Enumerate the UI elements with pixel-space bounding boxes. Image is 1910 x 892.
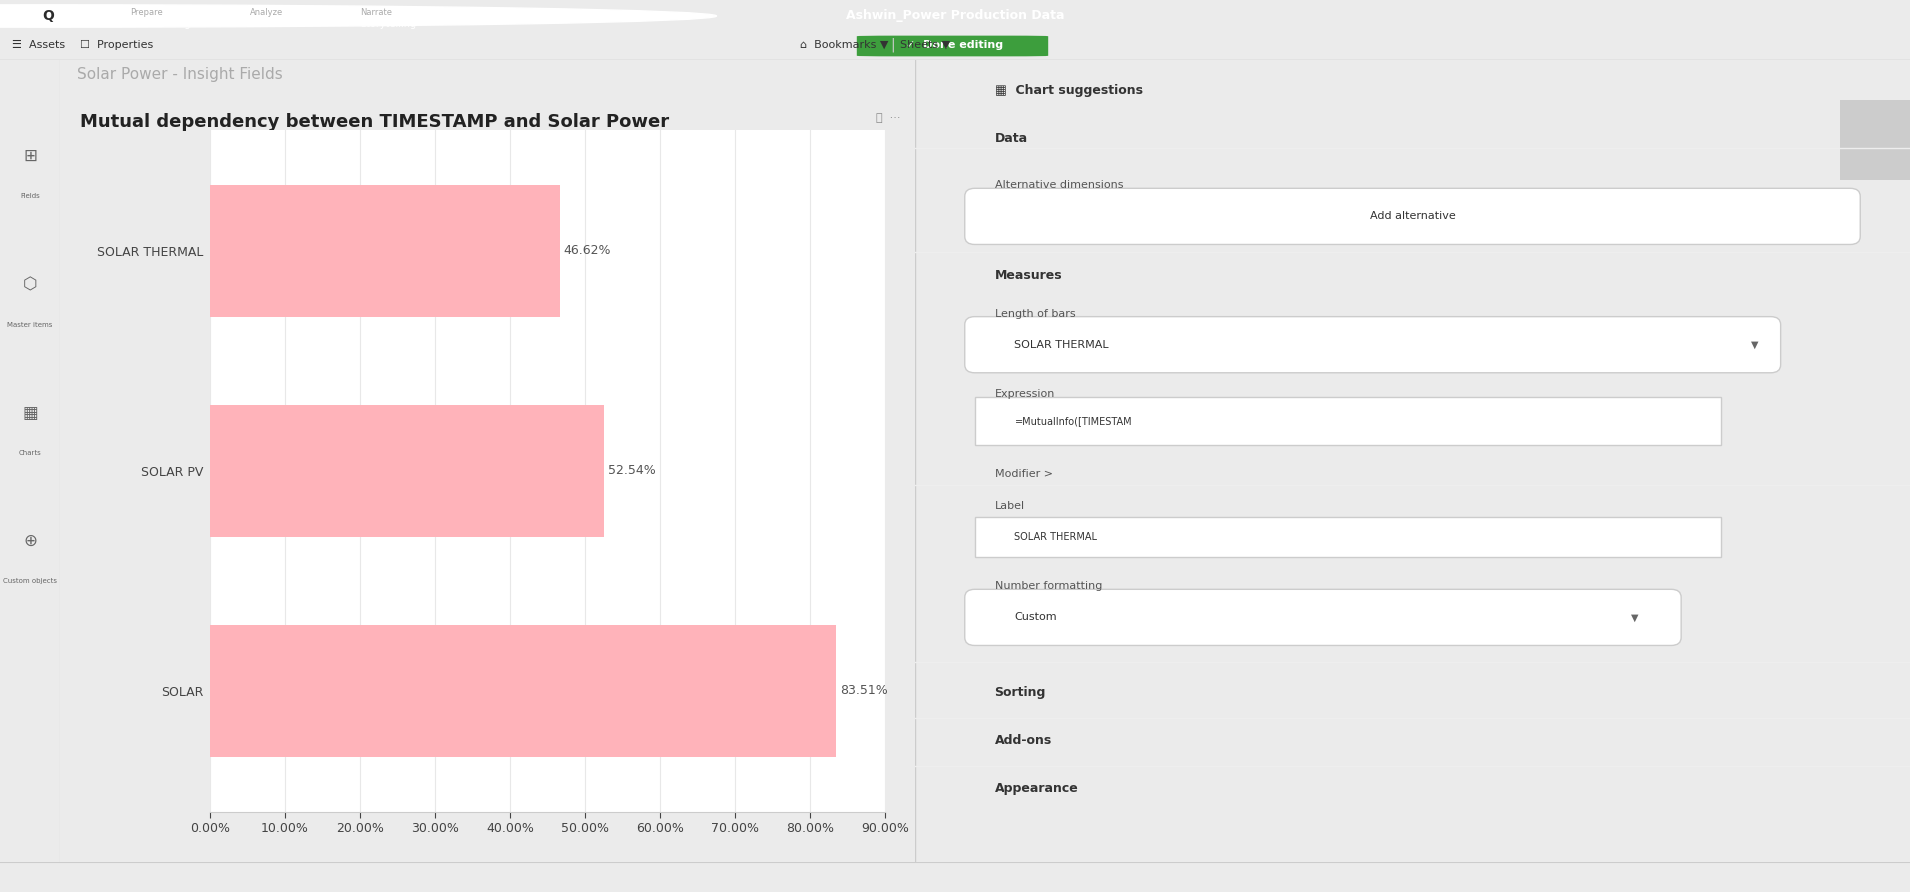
Text: ▼: ▼ (1631, 613, 1639, 623)
Text: 52.54%: 52.54% (607, 465, 655, 477)
Text: Prepare: Prepare (130, 8, 162, 17)
Text: Measures: Measures (995, 268, 1062, 282)
Text: Charts: Charts (19, 450, 42, 456)
Text: ⊞: ⊞ (23, 147, 36, 165)
Text: Label: Label (995, 501, 1026, 511)
Text: ⬡: ⬡ (23, 276, 38, 293)
Text: Narrate: Narrate (359, 8, 392, 17)
Text: Alternative dimensions: Alternative dimensions (995, 180, 1123, 190)
Text: Sorting: Sorting (995, 686, 1047, 698)
Text: Sheet: Sheet (250, 19, 279, 29)
Bar (210, 625, 837, 757)
Text: 46.62%: 46.62% (563, 244, 611, 258)
Text: Modifier >: Modifier > (995, 469, 1052, 479)
Text: Storytelling: Storytelling (359, 19, 416, 29)
Text: Custom: Custom (1014, 613, 1056, 623)
Text: 83.51%: 83.51% (840, 684, 888, 698)
Text: ▦  Chart suggestions: ▦ Chart suggestions (995, 84, 1142, 97)
Text: Mutual dependency between TIMESTAMP and Solar Power: Mutual dependency between TIMESTAMP and … (80, 113, 668, 131)
Text: ☐  Properties: ☐ Properties (80, 39, 153, 50)
Circle shape (0, 4, 716, 27)
Bar (1841, 100, 1910, 180)
FancyBboxPatch shape (965, 188, 1860, 244)
Text: Q: Q (42, 9, 53, 23)
Text: Custom objects: Custom objects (4, 578, 57, 584)
Bar (210, 185, 560, 317)
Text: Appearance: Appearance (995, 781, 1079, 795)
FancyBboxPatch shape (858, 36, 1049, 56)
Text: ⛶  ···: ⛶ ··· (877, 113, 900, 123)
Text: Fields: Fields (21, 194, 40, 199)
Text: SOLAR THERMAL: SOLAR THERMAL (1014, 340, 1110, 350)
Text: Solar Power - Insight Fields: Solar Power - Insight Fields (76, 68, 283, 82)
Text: ▦: ▦ (23, 404, 38, 422)
Text: ⌂  Bookmarks ▼: ⌂ Bookmarks ▼ (800, 39, 888, 50)
Text: ▼: ▼ (1751, 340, 1759, 350)
Text: ✓  Done editing: ✓ Done editing (907, 39, 1003, 50)
Text: =MutualInfo([TIMESTAM: =MutualInfo([TIMESTAM (1014, 416, 1133, 425)
Text: Add-ons: Add-ons (995, 734, 1052, 747)
Text: Sheets ▼: Sheets ▼ (900, 39, 949, 50)
Text: Analyze: Analyze (250, 8, 283, 17)
Bar (974, 397, 1721, 445)
Text: Length of bars: Length of bars (995, 309, 1075, 318)
Text: |: | (890, 37, 894, 52)
FancyBboxPatch shape (965, 317, 1780, 373)
Text: ⊕: ⊕ (23, 533, 36, 550)
Text: Add alternative: Add alternative (1369, 211, 1455, 221)
Text: Data: Data (995, 132, 1028, 145)
Text: ☰  Assets: ☰ Assets (11, 39, 65, 50)
Text: Master items: Master items (8, 322, 53, 327)
Text: Ashwin_Power Production Data: Ashwin_Power Production Data (846, 10, 1064, 22)
Text: Expression: Expression (995, 389, 1054, 399)
Text: Number formatting: Number formatting (995, 582, 1102, 591)
Bar (974, 517, 1721, 558)
Bar (210, 405, 604, 537)
FancyBboxPatch shape (965, 590, 1681, 646)
Text: Data manager: Data manager (130, 19, 201, 29)
Text: SOLAR THERMAL: SOLAR THERMAL (1014, 533, 1098, 542)
